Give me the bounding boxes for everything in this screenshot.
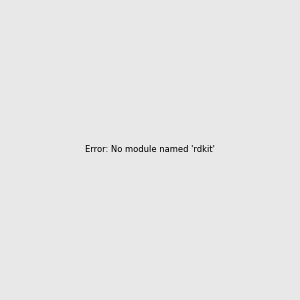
Text: Error: No module named 'rdkit': Error: No module named 'rdkit' bbox=[85, 146, 215, 154]
